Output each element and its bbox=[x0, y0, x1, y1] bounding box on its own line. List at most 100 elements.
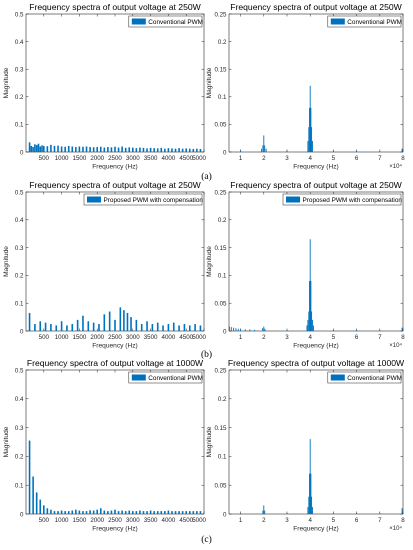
chart-4-ylabel: Magnitude bbox=[206, 246, 213, 277]
chart-3-bar bbox=[126, 312, 129, 331]
chart-5-bar bbox=[188, 511, 191, 514]
row-label-c: (c) bbox=[201, 535, 212, 545]
chart-3-bar bbox=[130, 317, 132, 331]
chart-3-bar bbox=[71, 324, 74, 331]
chart-1-bar bbox=[139, 147, 141, 152]
chart-6-xtick-label: 2 bbox=[262, 517, 266, 524]
chart-3-axes-frame bbox=[25, 191, 205, 332]
chart-1-bar bbox=[135, 148, 138, 152]
chart-4-bar bbox=[240, 328, 242, 331]
chart-5-bar bbox=[128, 510, 131, 514]
chart-6-axes-frame bbox=[228, 369, 404, 515]
chart-5-bar bbox=[28, 440, 31, 514]
chart-6-bar bbox=[311, 496, 313, 514]
chart-2-bar bbox=[356, 150, 358, 152]
chart-4-xtick-label: 1 bbox=[239, 334, 243, 341]
chart-4-bar bbox=[237, 328, 239, 331]
chart-6-legend-swatch bbox=[330, 374, 345, 381]
chart-3-legend-box bbox=[83, 193, 203, 206]
chart-3-bar bbox=[108, 311, 111, 331]
chart-3-bar bbox=[167, 324, 170, 331]
chart-3-xtick-label: 5000 bbox=[192, 334, 206, 341]
chart-3-legend-label: Proposed PWM with compensation bbox=[104, 197, 204, 204]
chart-3-xtick-label: 2500 bbox=[108, 334, 122, 341]
chart-1-bar bbox=[32, 147, 34, 152]
chart-5-bar bbox=[167, 510, 170, 514]
chart-5-ytick-label: 0.5 bbox=[15, 367, 24, 374]
chart-4-bar bbox=[312, 319, 313, 331]
chart-2-xtick-label: 1 bbox=[239, 155, 243, 162]
chart-1-bar bbox=[107, 147, 109, 152]
chart-3-ytick-label: 0.4 bbox=[15, 217, 24, 224]
chart-1-bar bbox=[46, 146, 49, 152]
chart-1-bar bbox=[196, 148, 198, 152]
chart-5-xlabel: Frequency (Hz) bbox=[92, 526, 137, 533]
chart-4-xtick-label: 2 bbox=[262, 334, 266, 341]
chart-6-bar bbox=[332, 512, 334, 514]
chart-6-xtick-label: 6 bbox=[355, 517, 359, 524]
chart-1-xtick-label: 3500 bbox=[144, 155, 158, 162]
chart-1-bar bbox=[99, 146, 102, 152]
chart-4-bar bbox=[230, 327, 232, 331]
chart-4-bar bbox=[356, 329, 358, 331]
chart-3-ytick-label: 0.5 bbox=[15, 189, 24, 196]
chart-2-bar bbox=[311, 127, 313, 152]
chart-5-bar bbox=[46, 508, 49, 514]
chart-3-bar bbox=[76, 319, 79, 331]
chart-5-legend-box bbox=[128, 371, 203, 384]
chart-1-bar bbox=[57, 145, 59, 152]
chart-5-ytick-label: 0.4 bbox=[15, 396, 24, 403]
chart-3-bar bbox=[82, 315, 84, 331]
chart-5-bar bbox=[192, 511, 195, 514]
chart-1-bar bbox=[199, 148, 202, 152]
row-label-a: (a) bbox=[201, 172, 212, 182]
chart-5-xtick-label: 2000 bbox=[90, 517, 104, 524]
chart-4: Frequency spectra of output voltage at 2… bbox=[206, 180, 405, 350]
chart-1-ytick-label: 0.3 bbox=[15, 67, 24, 74]
chart-6-bar bbox=[308, 496, 310, 514]
chart-2-legend-box bbox=[327, 15, 402, 28]
chart-1-bar bbox=[181, 148, 184, 152]
chart-1-ytick-label: 0.4 bbox=[15, 39, 24, 46]
chart-1-xtick-label: 1000 bbox=[55, 155, 69, 162]
chart-4-ytick-label: 0.25 bbox=[214, 189, 227, 196]
chart-4-xtick-label: 7 bbox=[378, 334, 382, 341]
chart-5-bar bbox=[174, 511, 177, 514]
chart-4-ytick-label: 0.05 bbox=[214, 301, 227, 308]
chart-5-bar bbox=[50, 509, 52, 514]
chart-1-bar bbox=[146, 148, 148, 152]
chart-4-x-exponent: ×10⁴ bbox=[389, 342, 402, 349]
chart-5-bar bbox=[85, 511, 88, 514]
chart-6-bar bbox=[356, 512, 358, 514]
chart-1-bar bbox=[128, 147, 131, 152]
chart-1-bar bbox=[64, 146, 66, 152]
chart-1-bar bbox=[185, 148, 187, 152]
chart-2-ytick-label: 0.2 bbox=[218, 39, 227, 46]
chart-4-bar bbox=[332, 329, 334, 331]
chart-5-bar bbox=[178, 511, 180, 514]
chart-1-bar bbox=[92, 147, 95, 152]
chart-2-legend-swatch bbox=[330, 18, 345, 25]
chart-5-bar bbox=[124, 511, 127, 514]
chart-5-title: Frequency spectra of output voltage at 1… bbox=[27, 358, 204, 368]
chart-4-xtick-label: 3 bbox=[285, 334, 289, 341]
chart-5-xtick-label: 4500 bbox=[179, 517, 193, 524]
chart-6-xtick-label: 1 bbox=[239, 517, 243, 524]
chart-5-bar bbox=[53, 511, 56, 514]
chart-3: Frequency spectra of output voltage at 2… bbox=[3, 180, 207, 350]
chart-4-xlabel: Frequency (Hz) bbox=[293, 343, 338, 350]
chart-6: Frequency spectra of output voltage at 1… bbox=[206, 358, 405, 533]
chart-1-bar bbox=[96, 147, 98, 152]
chart-1-bar bbox=[174, 148, 177, 152]
chart-2-xtick-label: 6 bbox=[355, 155, 359, 162]
chart-4-bar bbox=[235, 328, 237, 331]
chart-3-bar bbox=[188, 325, 191, 331]
chart-2-bar bbox=[261, 148, 262, 152]
chart-5-bar bbox=[64, 511, 66, 514]
chart-4-bar bbox=[379, 329, 381, 331]
chart-6-bar bbox=[401, 508, 403, 514]
chart-2-ylabel: Magnitude bbox=[206, 67, 213, 98]
chart-3-bar bbox=[60, 321, 63, 331]
chart-4-ytick-label: 0.2 bbox=[218, 217, 227, 224]
chart-5-ytick-label: 0.3 bbox=[15, 425, 24, 432]
